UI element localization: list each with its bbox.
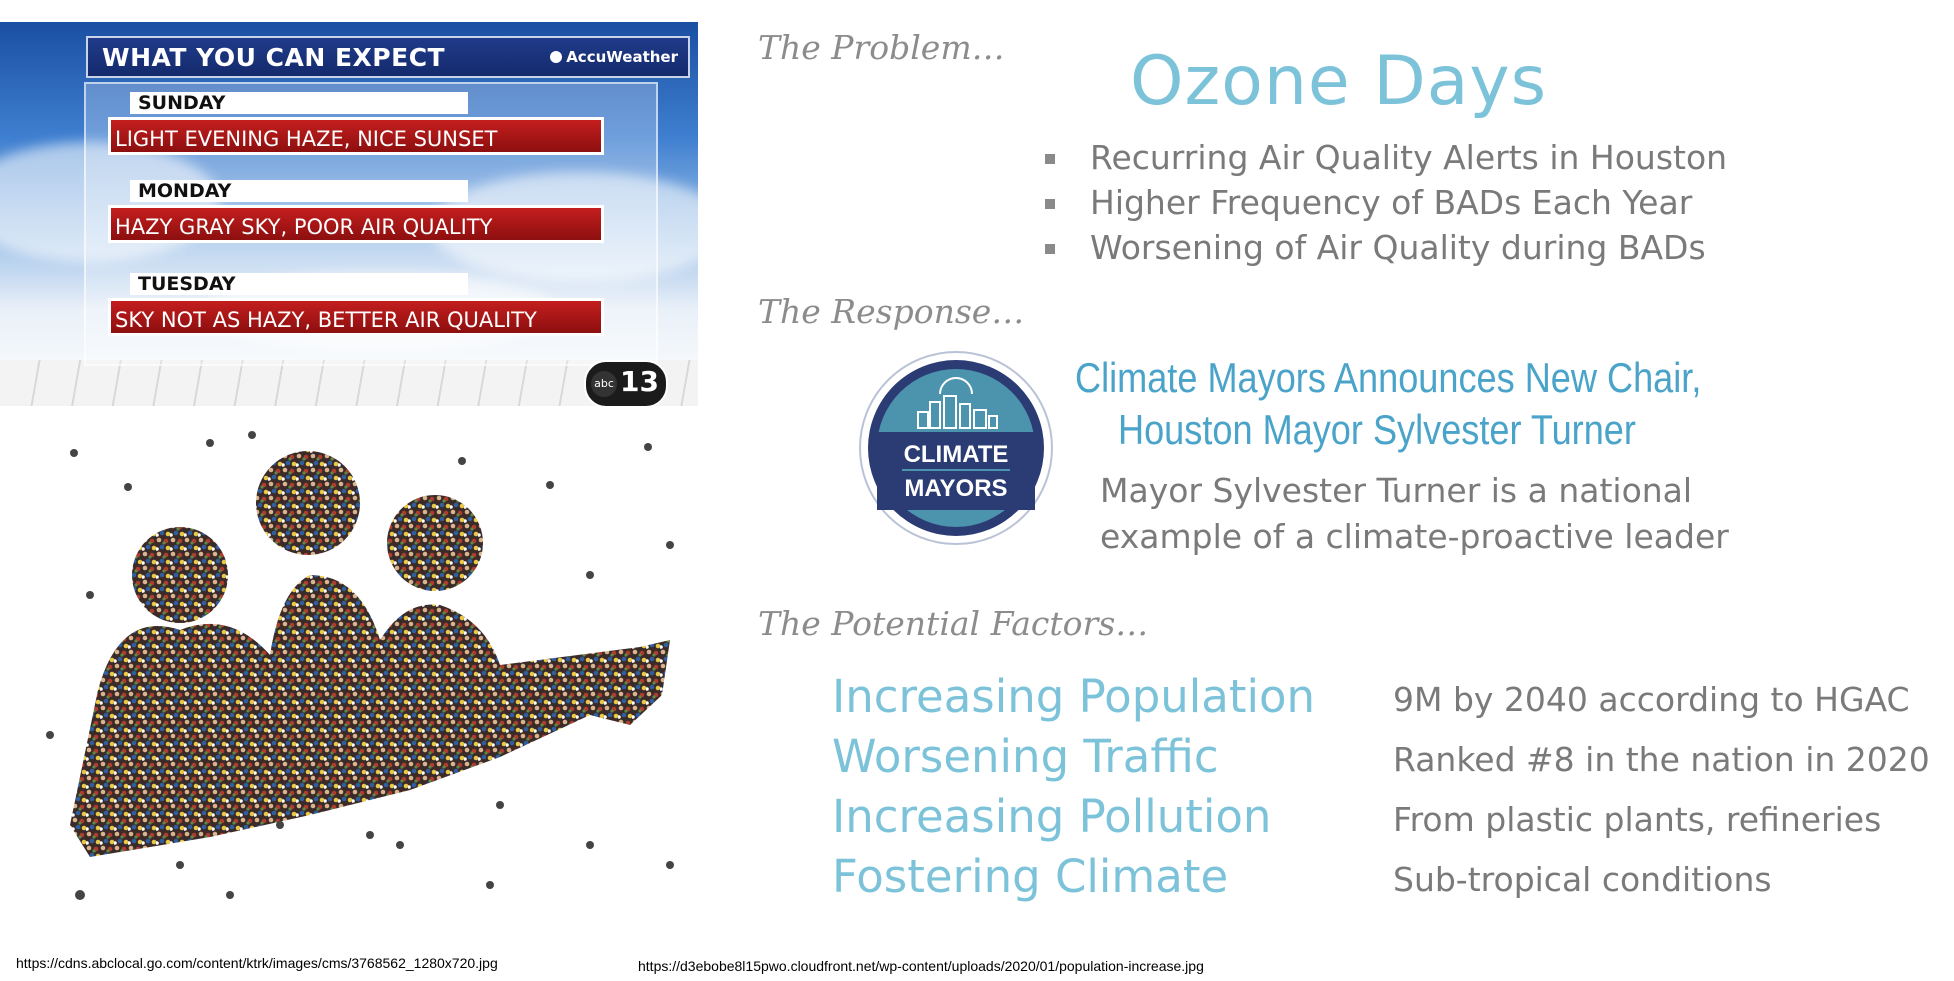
abc-number: 13 (620, 365, 659, 398)
factors-label: The Potential Factors… (758, 604, 1149, 643)
weather-image-source: https://cdns.abclocal.go.com/content/ktr… (16, 955, 498, 971)
factor-population: Increasing Population (832, 670, 1316, 723)
new-chair-heading-line2: Houston Mayor Sylvester Turner (1118, 406, 1636, 453)
day-label-monday: MONDAY (130, 180, 468, 202)
problem-bullet-list: Recurring Air Quality Alerts in Houston … (1040, 135, 1727, 270)
factor-climate: Fostering Climate (832, 850, 1229, 903)
climate-mayors-logo: CLIMATE MAYORS (859, 351, 1053, 545)
weather-forecast-image: WHAT YOU CAN EXPECT AccuWeather SUNDAY L… (0, 22, 698, 406)
studio-floor (0, 360, 698, 406)
factor-climate-detail: Sub-tropical conditions (1393, 860, 1772, 899)
new-chair-heading: Climate Mayors Announces New Chair, Hous… (1075, 352, 1701, 456)
bullet-item: Worsening of Air Quality during BADs (1040, 225, 1727, 270)
forecast-bar-monday: HAZY GRAY SKY, POOR AIR QUALITY (108, 205, 604, 243)
scattered-people (46, 431, 674, 900)
turner-description: Mayor Sylvester Turner is a national exa… (1100, 468, 1729, 560)
badge-climate-text: CLIMATE (904, 441, 1009, 468)
abc13-logo: abc 13 (584, 360, 668, 406)
factor-traffic: Worsening Traffic (832, 730, 1219, 783)
square-bullet-icon (1045, 154, 1055, 164)
bullet-text: Higher Frequency of BADs Each Year (1090, 183, 1693, 222)
abc-circle: abc (591, 371, 617, 397)
forecast-bar-tuesday: SKY NOT AS HAZY, BETTER AIR QUALITY (108, 298, 604, 336)
crowd-image-source: https://d3ebobe8l15pwo.cloudfront.net/wp… (638, 958, 1204, 974)
forecast-header: WHAT YOU CAN EXPECT AccuWeather (86, 36, 690, 78)
sun-icon (550, 51, 563, 63)
factor-pollution: Increasing Pollution (832, 790, 1272, 843)
crowd-figures (70, 451, 670, 857)
day-label-tuesday: TUESDAY (130, 273, 468, 295)
bullet-item: Higher Frequency of BADs Each Year (1040, 180, 1727, 225)
forecast-bar-sunday: LIGHT EVENING HAZE, NICE SUNSET (108, 117, 604, 155)
accuweather-label: AccuWeather (566, 48, 678, 66)
badge-mayors-text: MAYORS (904, 475, 1007, 502)
square-bullet-icon (1045, 244, 1055, 254)
bullet-text: Recurring Air Quality Alerts in Houston (1090, 138, 1728, 177)
factor-population-detail: 9M by 2040 according to HGAC (1393, 680, 1910, 719)
factor-pollution-detail: From plastic plants, refineries (1393, 800, 1882, 839)
city-skyline-icon (917, 377, 998, 429)
bullet-item: Recurring Air Quality Alerts in Houston (1040, 135, 1727, 180)
square-bullet-icon (1045, 199, 1055, 209)
bullet-text: Worsening of Air Quality during BADs (1090, 228, 1706, 267)
crowd-arrow-image (46, 431, 674, 900)
problem-label: The Problem… (758, 28, 1005, 67)
day-label-sunday: SUNDAY (130, 92, 468, 114)
accuweather-logo: AccuWeather (550, 48, 678, 66)
forecast-header-title: WHAT YOU CAN EXPECT (102, 43, 446, 72)
ozone-days-title: Ozone Days (1130, 42, 1548, 121)
factor-traffic-detail: Ranked #8 in the nation in 2020 (1393, 740, 1930, 779)
response-label: The Response… (758, 292, 1025, 331)
turner-description-line2: example of a climate-proactive leader (1100, 517, 1729, 556)
turner-description-line1: Mayor Sylvester Turner is a national (1100, 471, 1693, 510)
new-chair-heading-line1: Climate Mayors Announces New Chair, (1075, 354, 1702, 401)
